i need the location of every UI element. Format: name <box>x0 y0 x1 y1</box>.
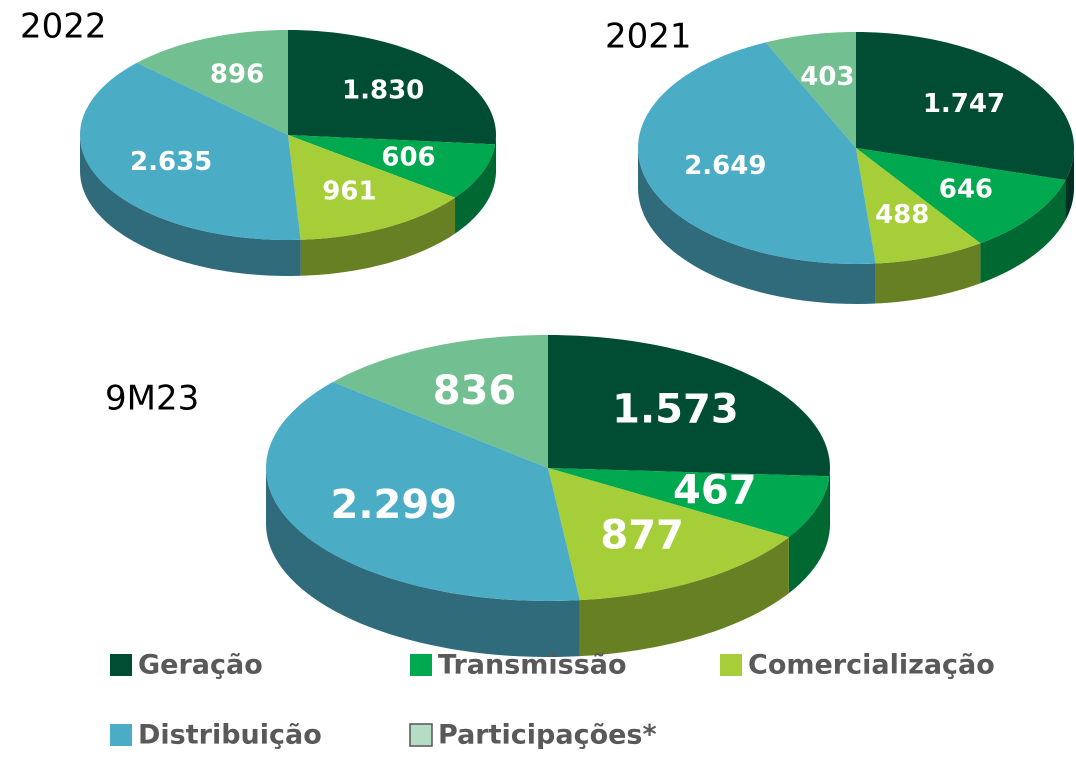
chart-title: 2022 <box>20 7 107 47</box>
slice <box>80 62 301 240</box>
slice <box>332 335 548 468</box>
slice <box>548 335 830 477</box>
data-label: 2.299 <box>331 482 458 528</box>
slice-side <box>1065 148 1074 220</box>
slice-side <box>875 243 981 304</box>
data-label: 1.830 <box>342 76 424 106</box>
data-label: 961 <box>322 177 376 207</box>
legend-label: Comercialização <box>748 650 995 681</box>
slice <box>548 468 830 538</box>
data-label: 1.573 <box>612 387 739 433</box>
slice <box>136 30 288 135</box>
legend-label: Participações* <box>438 720 657 751</box>
slice-side <box>80 135 301 276</box>
data-label: 877 <box>600 512 684 558</box>
slice <box>765 32 856 148</box>
legend-label: Geração <box>138 650 263 681</box>
slice <box>288 135 496 198</box>
slice <box>266 382 580 601</box>
chart-title: 9M23 <box>105 379 199 419</box>
slice-side <box>455 144 496 234</box>
legend-swatch <box>410 654 432 676</box>
slice-side <box>300 197 456 276</box>
slice <box>856 32 1074 180</box>
data-label: 403 <box>800 62 854 92</box>
legend-label: Distribuição <box>138 720 322 751</box>
slice-side <box>579 537 789 657</box>
data-label: 467 <box>673 468 757 514</box>
slice-side <box>638 148 876 304</box>
slice <box>548 468 789 601</box>
legend-swatch <box>720 654 742 676</box>
slice <box>288 135 456 240</box>
data-label: 488 <box>875 200 929 230</box>
slice <box>288 30 496 145</box>
slice-side <box>980 179 1066 284</box>
chart-title: 2021 <box>605 17 692 57</box>
legend-swatch <box>110 654 132 676</box>
slice <box>856 148 1066 244</box>
data-label: 2.649 <box>684 151 766 181</box>
slice-side <box>495 135 496 181</box>
legend-label: Transmissão <box>438 650 627 681</box>
data-label: 1.747 <box>923 89 1005 119</box>
data-label: 646 <box>939 174 993 204</box>
data-label: 836 <box>433 368 517 414</box>
slice <box>856 148 981 264</box>
slice-side <box>266 468 580 657</box>
slice-side <box>788 476 830 594</box>
data-label: 606 <box>381 143 435 173</box>
data-label: 2.635 <box>130 147 212 177</box>
legend-swatch <box>110 724 132 746</box>
data-label: 896 <box>210 60 264 90</box>
slice <box>638 42 876 264</box>
slice-side <box>829 468 830 533</box>
legend-swatch <box>409 723 433 747</box>
